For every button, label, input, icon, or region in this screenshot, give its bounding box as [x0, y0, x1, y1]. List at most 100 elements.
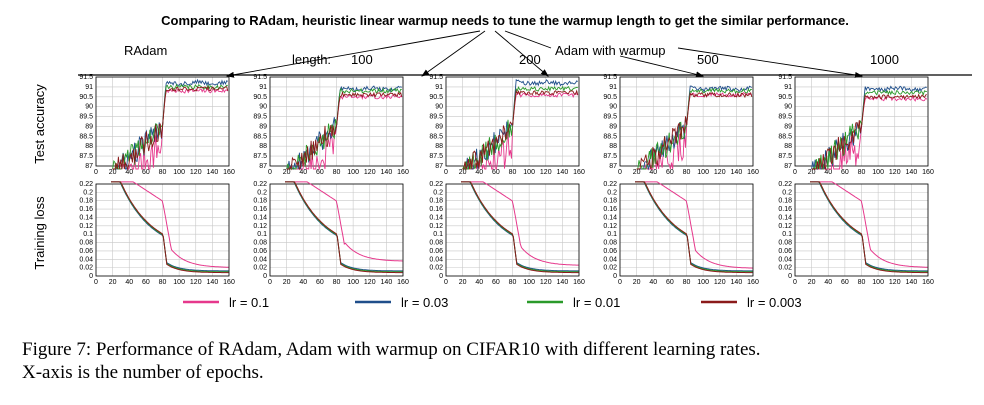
axes-frame: [619, 76, 754, 167]
y-tick-label: 0.06: [603, 248, 617, 255]
y-tick-label: 0: [788, 273, 792, 280]
legend-item: lr = 0.03: [355, 295, 448, 310]
y-tick-label: 87.5: [603, 153, 617, 160]
y-tick-label: 0.14: [778, 214, 792, 221]
loss-line-0.003: [810, 181, 928, 274]
legend: lr = 0.1 lr = 0.03 lr = 0.01 lr = 0.003: [183, 295, 802, 310]
x-tick-label: 80: [858, 279, 866, 286]
y-tick-label: 0.2: [257, 189, 267, 196]
y-tick-label: 88: [784, 143, 792, 150]
y-tick-label: 91: [609, 84, 617, 91]
accuracy-line-0.003: [286, 91, 403, 171]
x-tick-label: 40: [125, 279, 133, 286]
radam-label: RAdam: [124, 43, 167, 58]
accuracy-line-0.01: [636, 87, 752, 170]
loss-axes: 00.020.040.060.080.10.120.140.160.180.20…: [429, 181, 585, 286]
x-tick-label: 60: [492, 279, 500, 286]
loss-line-0.1: [285, 181, 403, 262]
y-tick-label: 91.5: [603, 74, 617, 81]
y-tick-label: 0.16: [778, 206, 792, 213]
y-tick-label: 0.06: [778, 248, 792, 255]
loss-axes: 00.020.040.060.080.10.120.140.160.180.20…: [778, 181, 934, 286]
x-tick-label: 80: [683, 279, 691, 286]
x-tick-label: 100: [523, 169, 535, 176]
loss-line-0.03: [461, 181, 579, 272]
axes-frame: [95, 76, 230, 167]
x-tick-label: 140: [906, 279, 918, 286]
x-tick-label: 120: [889, 279, 901, 286]
axes-frame: [269, 183, 404, 277]
x-tick-label: 120: [540, 169, 552, 176]
axes-frame: [794, 183, 929, 277]
y-tick-label: 0.12: [253, 223, 267, 230]
y-tick-label: 90: [609, 104, 617, 111]
y-tick-label: 89.5: [778, 114, 792, 121]
y-tick-label: 90: [259, 104, 267, 111]
y-tick-label: 0.22: [603, 181, 617, 188]
x-tick-label: 100: [173, 279, 185, 286]
y-tick-label: 91: [85, 84, 93, 91]
axes-frame: [445, 76, 580, 167]
x-tick-label: 20: [283, 279, 291, 286]
x-tick-label: 120: [364, 169, 376, 176]
y-tick-label: 88: [609, 143, 617, 150]
y-tick-label: 91.5: [429, 74, 443, 81]
x-tick-label: 160: [573, 279, 585, 286]
x-tick-label: 60: [316, 279, 324, 286]
y-tick-label: 0.22: [429, 181, 443, 188]
x-tick-label: 0: [268, 279, 272, 286]
x-tick-label: 120: [889, 169, 901, 176]
y-tick-label: 0: [439, 273, 443, 280]
x-tick-label: 60: [316, 169, 324, 176]
x-tick-label: 120: [190, 279, 202, 286]
y-tick-label: 0.04: [253, 256, 267, 263]
x-tick-label: 40: [649, 169, 657, 176]
panel-label-1000: 1000: [870, 52, 899, 67]
loss-axes: 00.020.040.060.080.10.120.140.160.180.20…: [603, 181, 759, 286]
y-tick-label: 88.5: [429, 133, 443, 140]
y-tick-label: 90: [435, 104, 443, 111]
y-tick-label: 0.2: [782, 189, 792, 196]
loss-line-0.03: [285, 181, 403, 272]
loss-line-0.01: [810, 181, 928, 273]
y-tick-label: 0.16: [253, 206, 267, 213]
x-tick-label: 60: [142, 169, 150, 176]
loss-line-0.01: [111, 181, 229, 273]
annotation-arrows: [226, 30, 863, 78]
x-tick-label: 140: [207, 169, 219, 176]
y-tick-label: 88: [85, 143, 93, 150]
y-tick-label: 90.5: [778, 94, 792, 101]
panel-2: 87 87.5 88 88.5 89 89.5 90 90.5 91 91.5 0 20 40 60 80 1…: [429, 74, 585, 286]
y-tick-label: 0.02: [429, 265, 443, 272]
x-tick-label: 120: [540, 279, 552, 286]
x-tick-label: 80: [159, 279, 167, 286]
x-tick-label: 140: [381, 279, 393, 286]
loss-line-0.003: [461, 181, 579, 274]
accuracy-axes: 87 87.5 88 88.5 89 89.5 90 90.5 91 91.5 0 20 40 60 80 1…: [429, 74, 585, 176]
x-tick-label: 100: [872, 169, 884, 176]
accuracy-line-0.003: [636, 92, 753, 170]
panel-1: 87 87.5 88 88.5 89 89.5 90 90.5 91 91.5 0 20 40 60 80 1…: [253, 74, 409, 286]
x-tick-label: 120: [714, 169, 726, 176]
y-tick-label: 0.08: [778, 240, 792, 247]
x-tick-label: 160: [747, 279, 759, 286]
x-tick-label: 0: [618, 169, 622, 176]
y-tick-label: 87.5: [79, 153, 93, 160]
x-tick-label: 40: [125, 169, 133, 176]
loss-axes: 00.020.040.060.080.10.120.140.160.180.20…: [253, 181, 409, 286]
x-tick-label: 20: [283, 169, 291, 176]
y-tick-label: 88: [259, 143, 267, 150]
x-tick-label: 140: [557, 279, 569, 286]
x-tick-label: 40: [649, 279, 657, 286]
x-tick-label: 0: [94, 279, 98, 286]
x-tick-label: 140: [731, 279, 743, 286]
x-tick-label: 160: [397, 279, 409, 286]
legend-label: lr = 0.003: [747, 295, 802, 310]
loss-line-0.1: [635, 181, 753, 269]
y-tick-label: 89.5: [79, 114, 93, 121]
panel-label-500: 500: [697, 52, 719, 67]
accuracy-axes: 87 87.5 88 88.5 89 89.5 90 90.5 91 91.5 0 20 40 60 80 1…: [778, 74, 934, 176]
y-tick-label: 0.22: [253, 181, 267, 188]
x-tick-label: 0: [793, 279, 797, 286]
accuracy-axes: 87 87.5 88 88.5 89 89.5 90 90.5 91 91.5 0 20 40 60 80 1…: [603, 74, 759, 176]
